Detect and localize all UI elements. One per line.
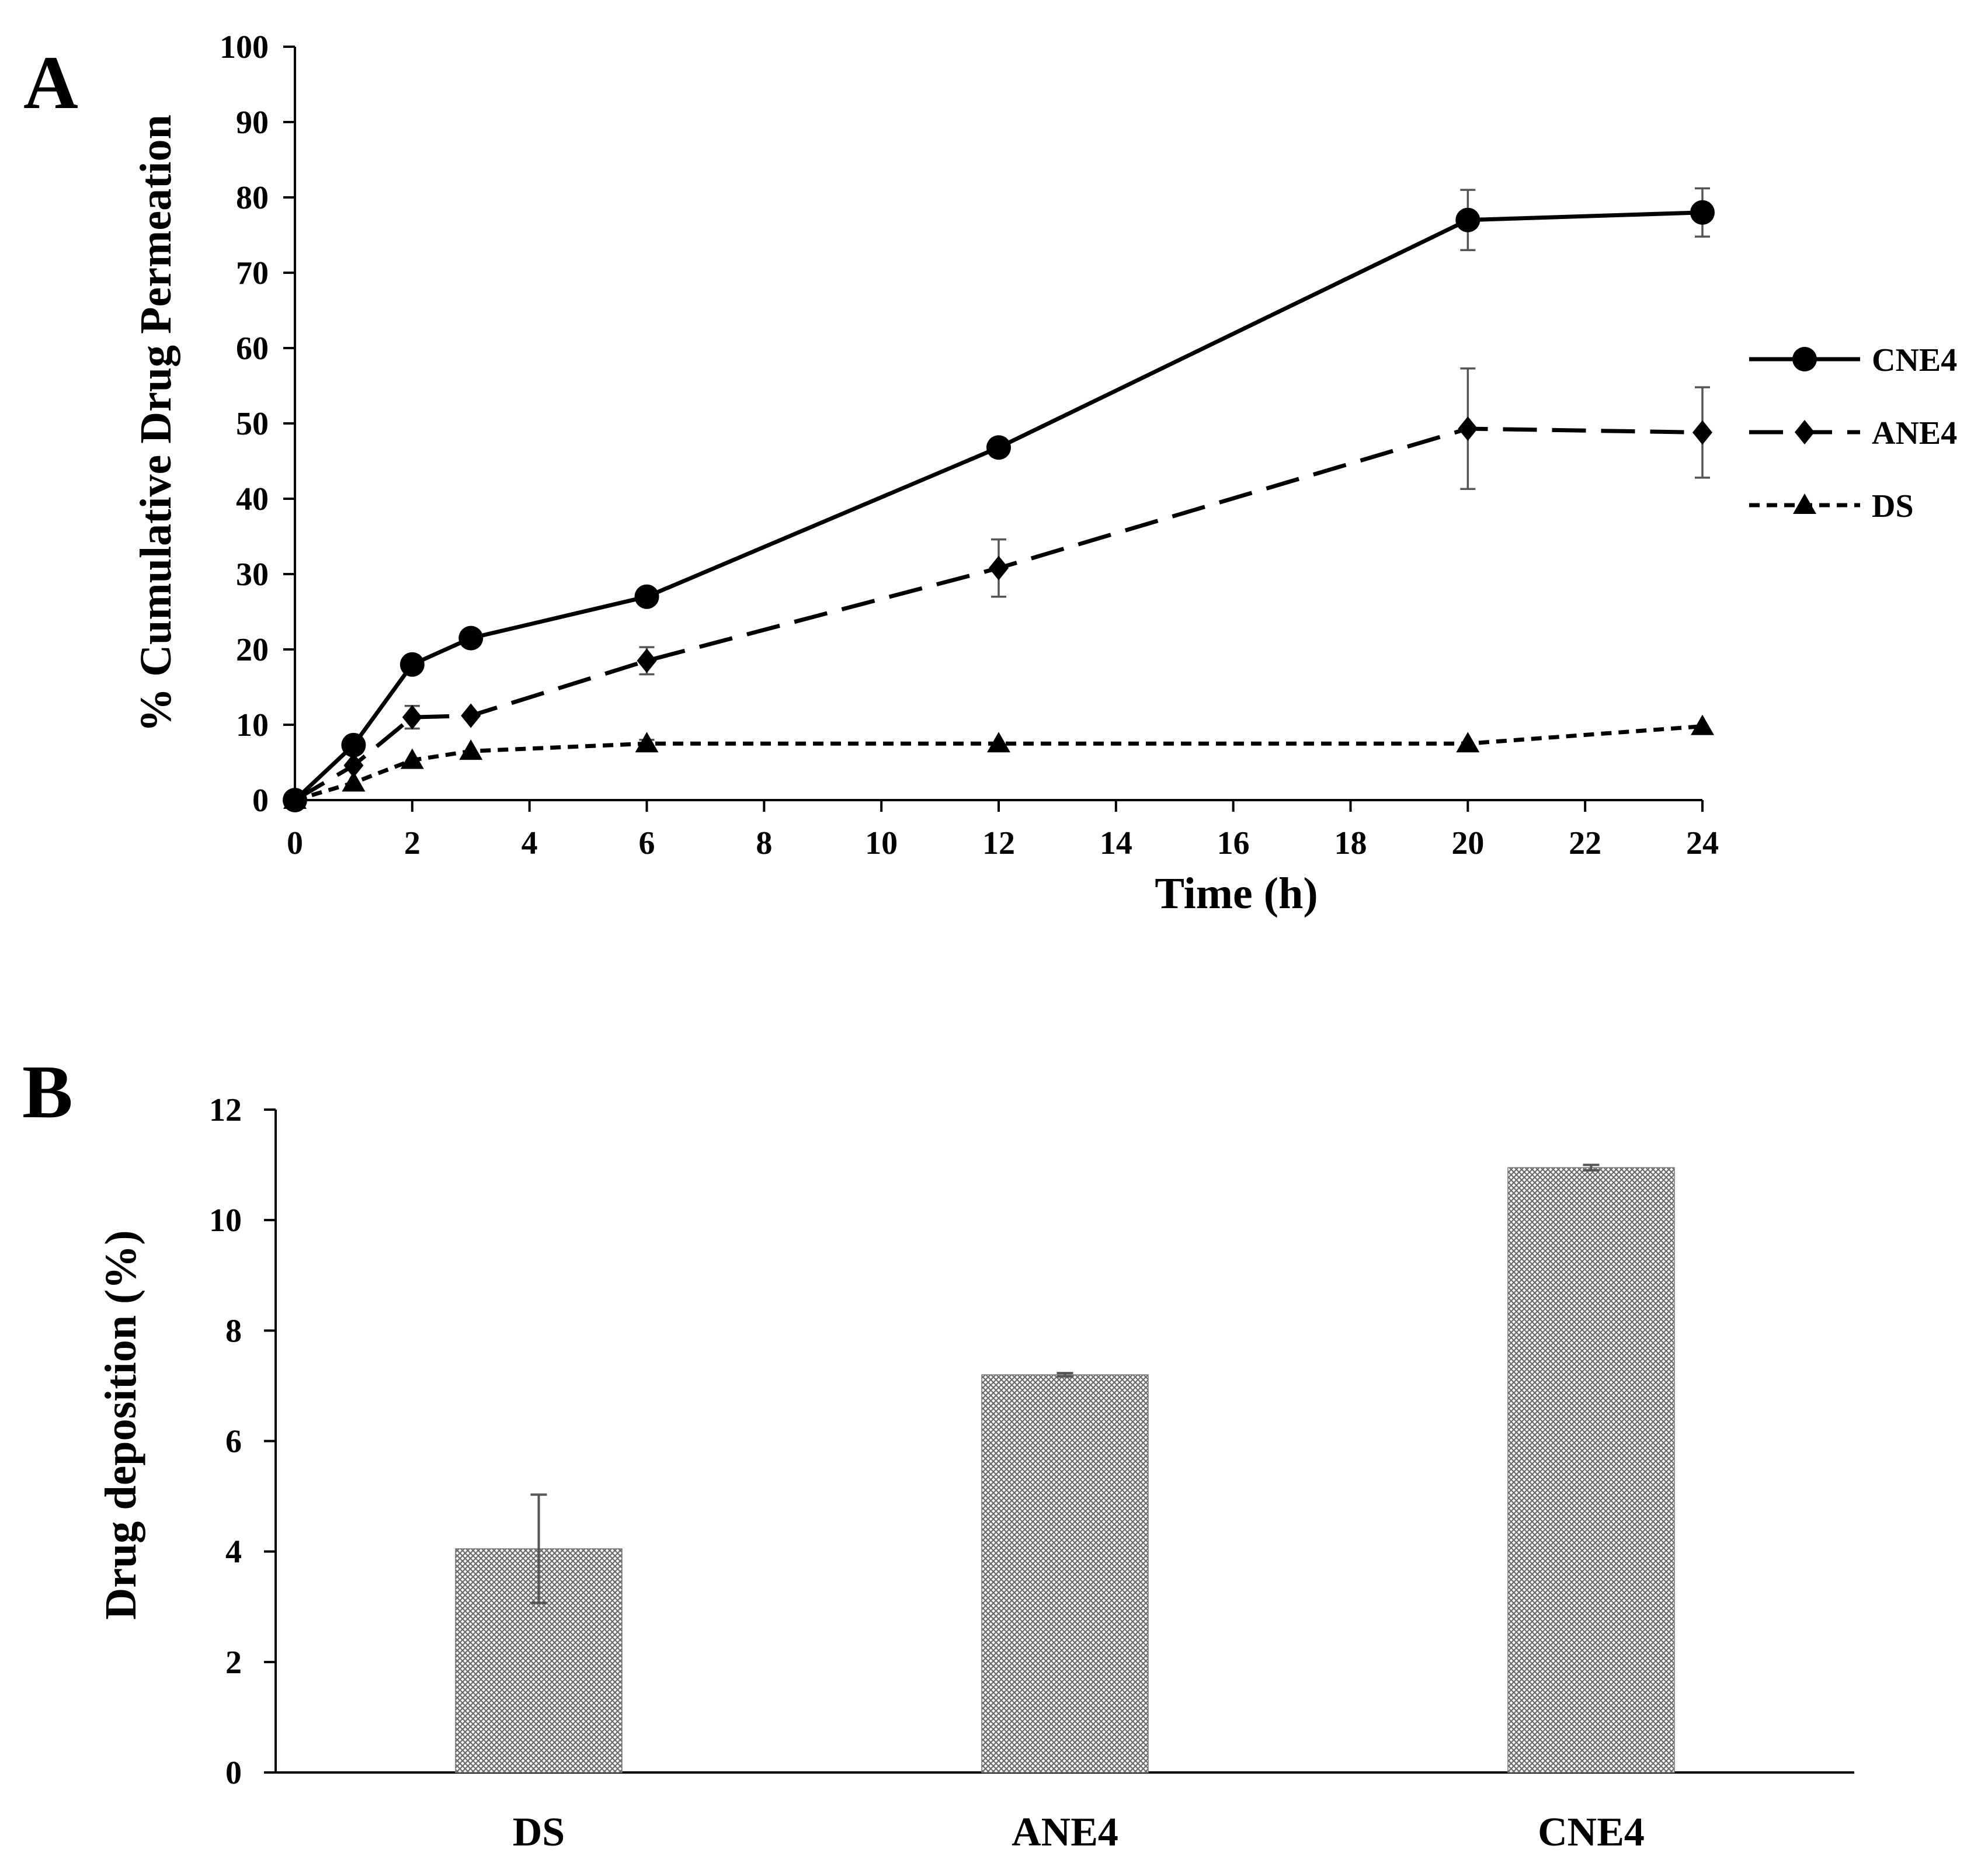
x-tick-label-a: 8 [756, 825, 772, 861]
point-cne4 [634, 584, 659, 609]
point-ds [1691, 714, 1714, 735]
series-group-a [283, 187, 1715, 812]
legend-marker-ds [1793, 493, 1816, 514]
y-tick-label-a: 100 [220, 29, 269, 65]
y-tick-label-a: 90 [236, 105, 269, 141]
series-ane4 [285, 367, 1712, 812]
point-ds [459, 739, 483, 760]
x-axis-title-a: Time (h) [1155, 869, 1318, 918]
point-ane4 [402, 705, 422, 730]
bar-cne4 [1507, 1167, 1675, 1773]
point-ds [342, 771, 366, 792]
y-tick-label-a: 40 [236, 481, 269, 517]
y-axis-title-a: % Cumulative Drug Permeation [131, 114, 180, 732]
y-tick-label-b: 6 [225, 1424, 242, 1460]
point-cne4 [341, 732, 366, 757]
bars-group-b: DS ANE4 CNE4 [455, 1163, 1675, 1855]
point-ane4 [989, 555, 1009, 581]
legend-marker-cne4 [1792, 347, 1817, 371]
legend-marker-ane4 [1795, 420, 1815, 444]
y-axis-title-b: Drug deposition (%) [96, 1230, 145, 1619]
point-ds [283, 788, 307, 809]
y-tick-label-b: 10 [209, 1202, 242, 1239]
point-ane4 [1458, 416, 1478, 442]
y-tick-label-b: 8 [225, 1313, 242, 1349]
legend-label-cne4: CNE4 [1872, 342, 1957, 378]
legend-a: CNE4 ANE4 DS [1749, 342, 1957, 524]
point-ds [987, 732, 1010, 753]
point-cne4 [399, 652, 425, 677]
legend-label-ds: DS [1872, 488, 1914, 524]
x-tick-label-a: 24 [1686, 825, 1719, 861]
x-tick-label-a: 10 [865, 825, 898, 861]
line-ds [294, 724, 1703, 802]
y-tick-label-a: 30 [236, 557, 269, 593]
point-cne4 [1455, 207, 1480, 232]
series-ds [283, 714, 1714, 809]
x-tick-label-a: 0 [287, 825, 303, 861]
series-cne4 [283, 187, 1715, 812]
category-label-cne4: CNE4 [1538, 1810, 1645, 1855]
y-tick-label-a: 50 [236, 406, 269, 442]
point-cne4 [1690, 200, 1715, 225]
y-tick-label-a: 0 [252, 783, 269, 819]
y-tick-label-b: 12 [209, 1092, 242, 1128]
legend-label-ane4: ANE4 [1872, 415, 1957, 451]
y-tick-label-a: 60 [236, 331, 269, 367]
y-tick-label-a: 80 [236, 180, 269, 216]
category-label-ds: DS [513, 1810, 565, 1855]
y-tick-label-b: 2 [225, 1645, 242, 1681]
line-cne4 [293, 210, 1703, 802]
point-ane4 [1692, 420, 1712, 445]
point-ds [1456, 732, 1480, 753]
y-tick-label-b: 4 [225, 1534, 242, 1570]
x-tick-label-a: 18 [1334, 825, 1367, 861]
x-tick-label-a: 20 [1451, 825, 1484, 861]
x-tick-label-a: 16 [1217, 825, 1250, 861]
panel-label-b: B [22, 1050, 73, 1134]
point-ds [635, 732, 659, 753]
x-tick-label-a: 22 [1569, 825, 1601, 861]
line-ane4 [294, 426, 1703, 802]
bar-chart-panel-b: B 0 2 4 6 8 10 12 DS ANE4 CNE4 Drug deposition (… [22, 1050, 1854, 1855]
y-tick-label-a: 70 [236, 255, 269, 291]
y-tick-label-a: 10 [236, 707, 269, 743]
point-ds [400, 748, 424, 769]
point-cne4 [458, 625, 484, 651]
bar-ane4 [981, 1374, 1149, 1773]
panel-label-a: A [23, 41, 78, 125]
y-tick-label-a: 20 [236, 632, 269, 668]
x-tick-label-a: 14 [1100, 825, 1132, 861]
point-ane4 [461, 703, 481, 728]
x-tick-label-a: 4 [522, 825, 538, 861]
category-label-ane4: ANE4 [1012, 1810, 1118, 1855]
x-tick-label-a: 6 [639, 825, 655, 861]
point-ane4 [637, 648, 657, 673]
y-tick-label-b: 0 [225, 1755, 242, 1791]
x-tick-label-a: 12 [982, 825, 1015, 861]
x-tick-label-a: 2 [404, 825, 420, 861]
point-ane4 [343, 753, 364, 778]
point-cne4 [986, 435, 1011, 460]
